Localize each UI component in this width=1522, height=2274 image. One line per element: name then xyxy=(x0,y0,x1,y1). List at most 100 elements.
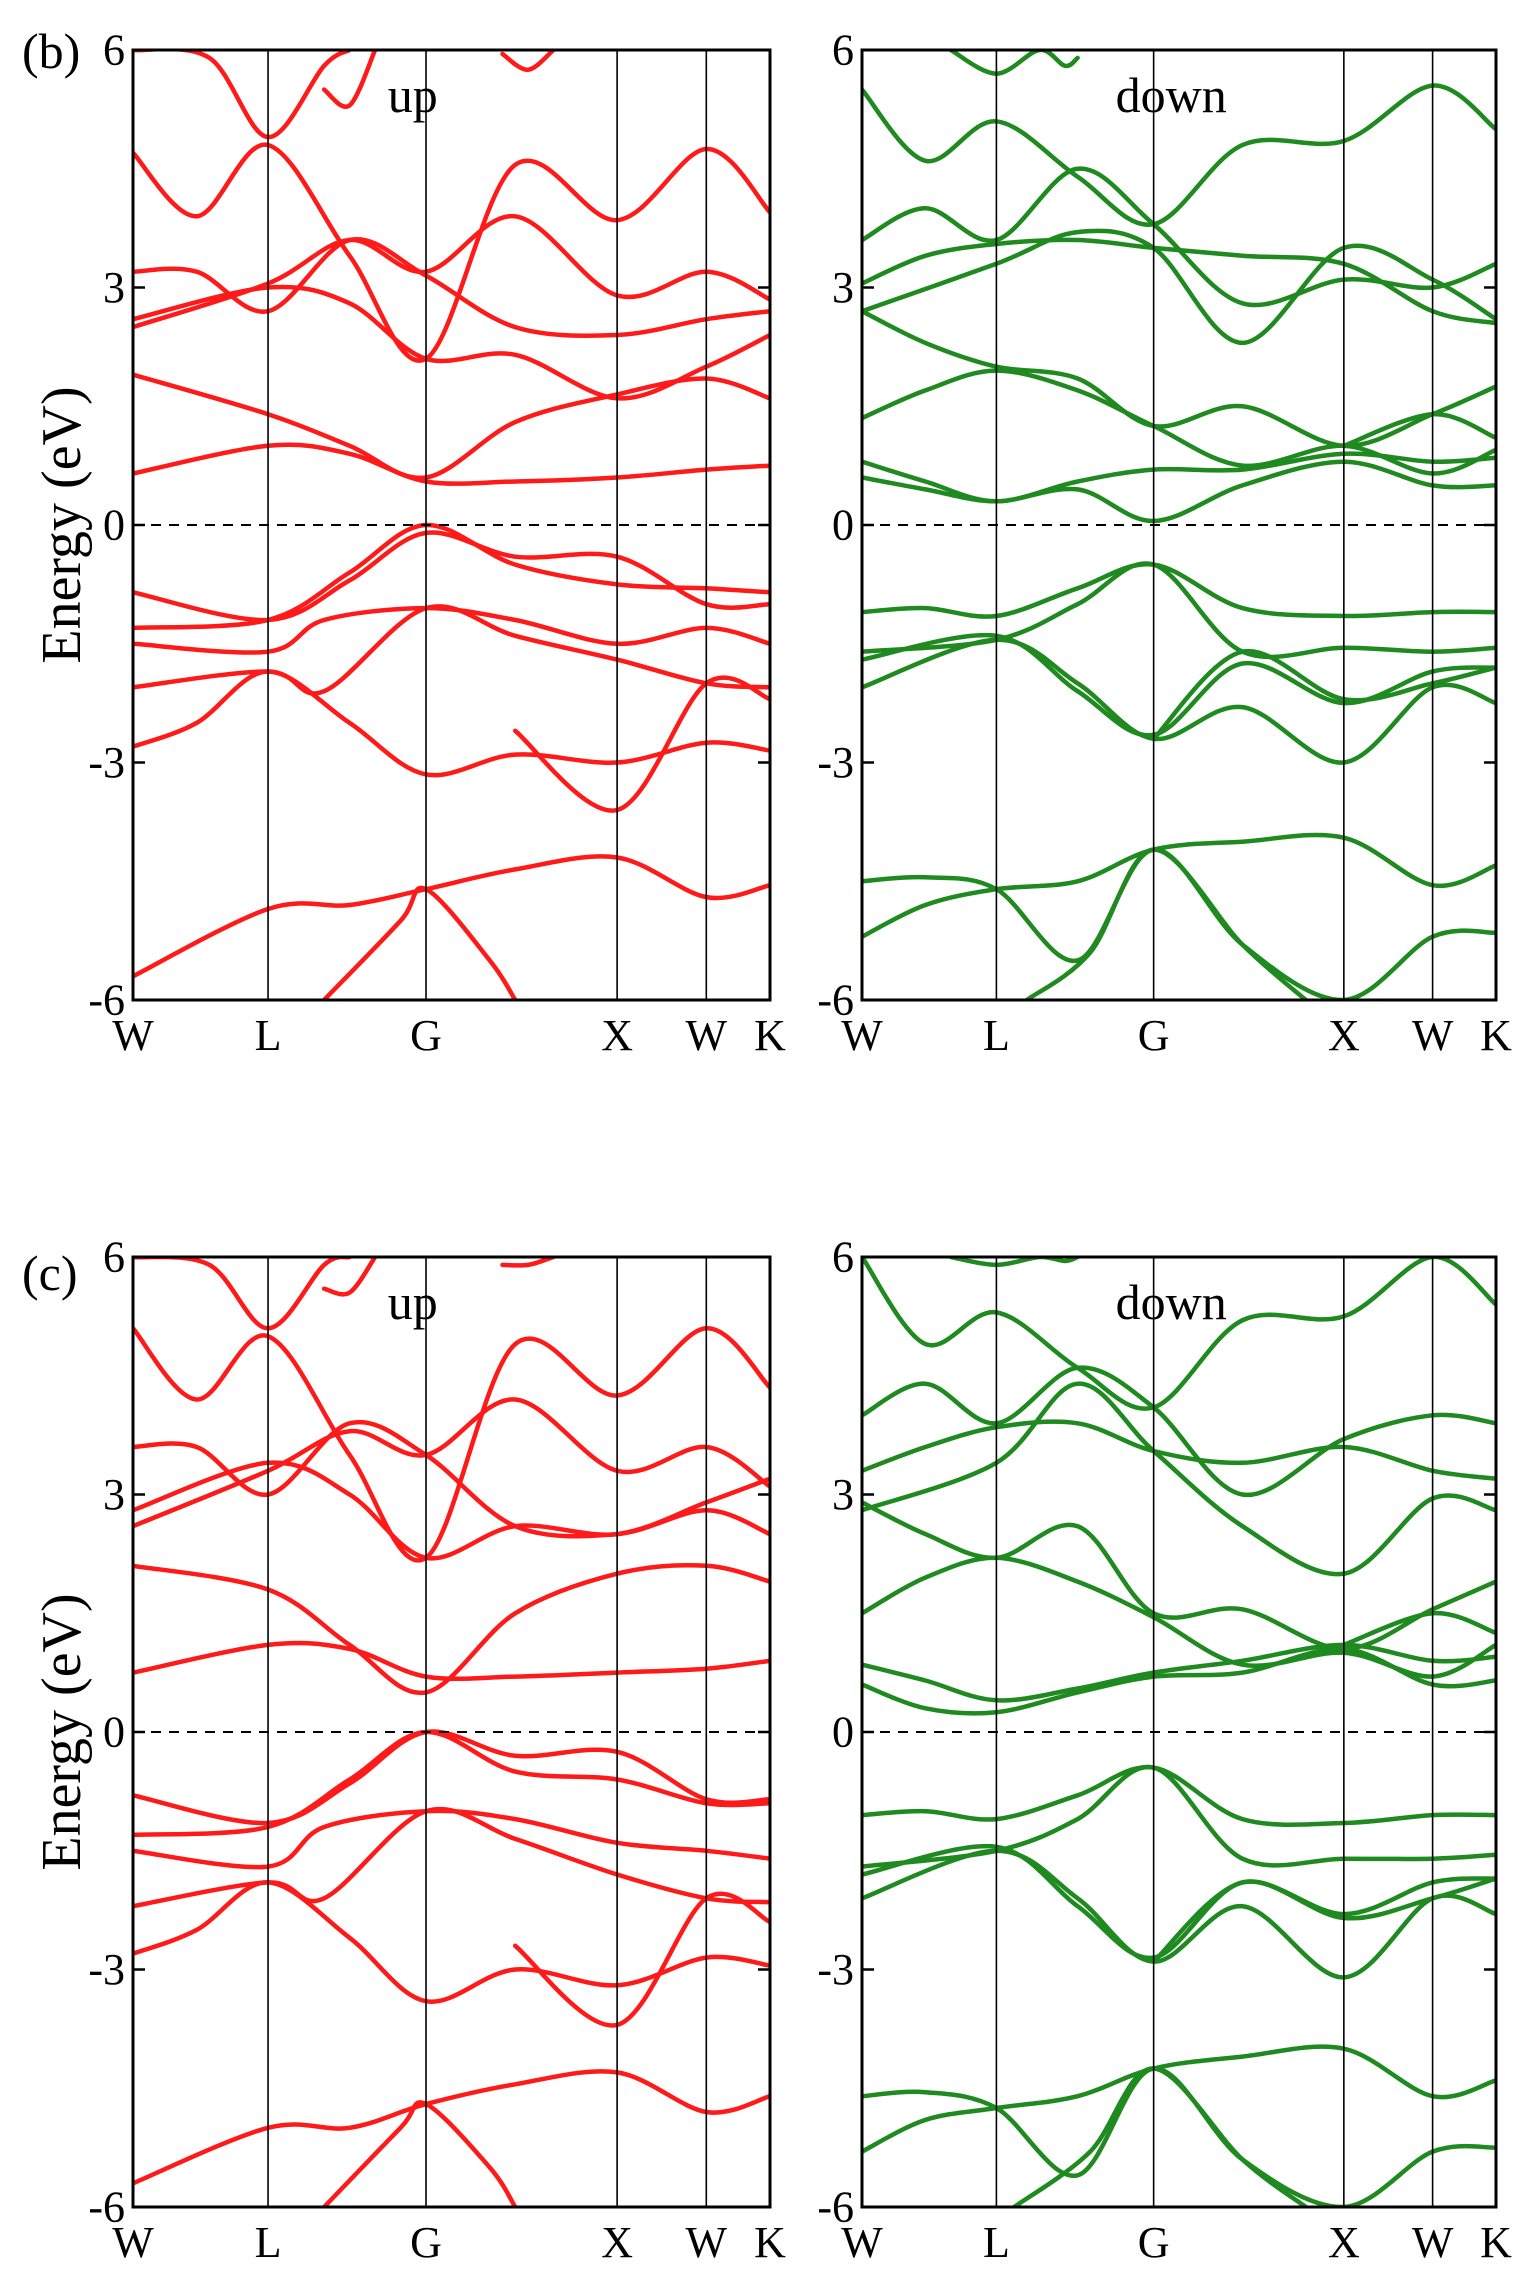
kpoint-label-w: W xyxy=(841,1011,883,1060)
band-line-11 xyxy=(862,1419,1496,1481)
kpoint-label-w: W xyxy=(686,2218,728,2267)
panel-label-b: (b) xyxy=(22,23,80,79)
y-tick-label: -6 xyxy=(817,2183,854,2232)
kpoint-label-w: W xyxy=(686,1011,728,1060)
kpoint-label-g: G xyxy=(1138,1011,1170,1060)
band-line-1 xyxy=(862,2044,1496,2154)
y-tick-label: -3 xyxy=(817,738,854,787)
band-line-6 xyxy=(862,561,1496,619)
band-line-13 xyxy=(862,166,1496,308)
kpoint-label-x: X xyxy=(601,2218,633,2267)
band-line-2 xyxy=(133,669,770,778)
y-tick-label: 6 xyxy=(832,1233,854,1282)
kpoint-label-l: L xyxy=(255,1011,282,1060)
band-line-9 xyxy=(862,1555,1496,1679)
band-line-15 xyxy=(948,1257,1080,1268)
band-line-14 xyxy=(862,228,1496,346)
y-tick-label: -6 xyxy=(817,976,854,1025)
band-line-14 xyxy=(321,50,378,109)
band-line-11 xyxy=(133,1326,770,1563)
panel-title-down: down xyxy=(1116,1274,1227,1330)
kpoint-label-w: W xyxy=(1412,1011,1454,1060)
band-line-13 xyxy=(133,1257,352,1331)
y-tick-label: 6 xyxy=(103,26,125,75)
band-line-11 xyxy=(862,237,1496,326)
panel-label-c: (c) xyxy=(22,1245,78,1301)
band-line-1 xyxy=(133,854,770,979)
kpoint-label-w: W xyxy=(112,2218,154,2267)
kpoint-label-x: X xyxy=(1328,2218,1360,2267)
band-line-2 xyxy=(862,2066,1496,2207)
band-line-1 xyxy=(862,832,1496,939)
kpoint-label-w: W xyxy=(1412,2218,1454,2267)
y-axis-title: Energy (eV) xyxy=(31,386,93,663)
band-line-17 xyxy=(512,1891,770,2028)
y-tick-label: 6 xyxy=(832,26,854,75)
band-line-3 xyxy=(862,637,1496,765)
band-line-8 xyxy=(133,1563,770,1696)
band-line-8 xyxy=(133,372,770,481)
band-line-13 xyxy=(133,50,352,140)
y-tick-label: -6 xyxy=(88,976,125,1025)
band-line-6 xyxy=(862,1764,1496,1828)
band-line-11 xyxy=(133,142,770,363)
y-tick-label: 0 xyxy=(103,1708,125,1757)
kpoint-label-k: K xyxy=(1480,1011,1512,1060)
kpoint-label-l: L xyxy=(983,2218,1010,2267)
kpoint-label-w: W xyxy=(841,2218,883,2267)
band-line-16 xyxy=(1011,2066,1309,2207)
kpoint-label-g: G xyxy=(1138,2218,1170,2267)
band-line-5 xyxy=(133,522,770,631)
y-tick-label: 6 xyxy=(103,1233,125,1282)
y-tick-label: 0 xyxy=(832,1708,854,1757)
y-axis-title: Energy (eV) xyxy=(31,1593,93,1870)
y-tick-label: 3 xyxy=(832,263,854,312)
band-line-16 xyxy=(1024,847,1309,1000)
y-tick-label: 3 xyxy=(103,1470,125,1519)
band-line-16 xyxy=(500,1257,556,1268)
band-line-17 xyxy=(1151,1876,1496,1964)
y-tick-label: 0 xyxy=(103,501,125,550)
band-line-3 xyxy=(862,1848,1496,1980)
panel-title-down: down xyxy=(1116,67,1227,123)
band-line-10 xyxy=(862,308,1496,449)
band-line-13 xyxy=(862,1365,1496,1498)
band-line-17 xyxy=(1151,648,1496,742)
kpoint-label-x: X xyxy=(1328,1011,1360,1060)
kpoint-label-g: G xyxy=(410,1011,442,1060)
y-tick-label: -6 xyxy=(88,2183,125,2232)
y-tick-label: 3 xyxy=(832,1470,854,1519)
band-line-9 xyxy=(133,284,770,401)
band-line-4 xyxy=(862,1843,1496,1960)
band-line-7 xyxy=(133,1640,770,1682)
band-line-17 xyxy=(512,675,770,813)
kpoint-label-w: W xyxy=(112,1011,154,1060)
kpoint-label-k: K xyxy=(754,1011,786,1060)
panel-title-up: up xyxy=(388,67,438,123)
band-line-15 xyxy=(948,50,1080,76)
kpoint-label-g: G xyxy=(410,2218,442,2267)
band-line-16 xyxy=(500,50,556,73)
band-line-15 xyxy=(321,2100,518,2207)
kpoint-label-k: K xyxy=(754,2218,786,2267)
y-tick-label: -3 xyxy=(88,1945,125,1994)
kpoint-label-k: K xyxy=(1480,2218,1512,2267)
y-tick-label: -3 xyxy=(88,738,125,787)
band-line-14 xyxy=(321,1257,378,1297)
panel-title-up: up xyxy=(388,1274,438,1330)
band-line-5 xyxy=(862,561,1496,660)
kpoint-label-l: L xyxy=(255,2218,282,2267)
y-tick-label: -3 xyxy=(817,1945,854,1994)
band-line-14 xyxy=(862,1381,1496,1577)
kpoint-label-x: X xyxy=(601,1011,633,1060)
band-line-3 xyxy=(133,1806,770,1909)
band-line-10 xyxy=(133,236,770,338)
kpoint-label-l: L xyxy=(983,1011,1010,1060)
